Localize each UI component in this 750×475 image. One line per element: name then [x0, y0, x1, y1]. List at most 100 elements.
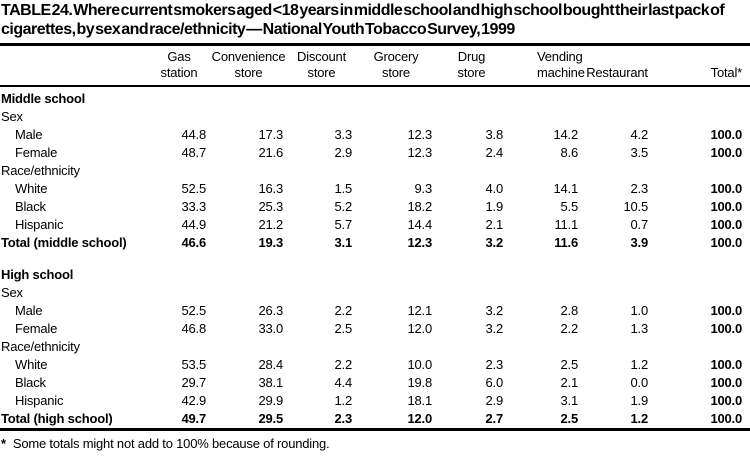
row-label: Male [15, 303, 43, 318]
cell-total: 100.0 [710, 181, 742, 196]
cell-gas-station: 49.7 [181, 411, 206, 426]
table-row: Black 29.7 38.1 4.4 19.8 6.0 2.1 0.0 100.0 [0, 374, 750, 392]
cell-vending-machine [507, 266, 582, 284]
cell-discount-store: 2.5 [334, 321, 353, 336]
cell-vending-machine [507, 338, 582, 356]
cell-discount-store [287, 266, 356, 284]
cell-drug-store: 3.8 [485, 127, 504, 142]
cell-discount-store [287, 338, 356, 356]
cell-drug-store [436, 108, 507, 126]
cell-convenience-store: 21.2 [258, 217, 283, 232]
cell-gas-station: 44.9 [181, 217, 206, 232]
cell-discount-store: 2.2 [334, 357, 353, 372]
table-row: Race/ethnicity [0, 338, 750, 356]
cell-discount-store: 5.2 [334, 199, 353, 214]
row-label: Male [15, 127, 43, 142]
cell-gas-station: 33.3 [181, 199, 206, 214]
table-row: White 52.5 16.3 1.5 9.3 4.0 14.1 2.3 100.0 [0, 180, 750, 198]
cell-drug-store: 6.0 [485, 375, 504, 390]
cell-convenience-store: 21.6 [258, 145, 283, 160]
cell-total: 100.0 [710, 127, 742, 142]
row-label: Total (middle school) [1, 235, 127, 250]
cell-gas-station [148, 162, 210, 180]
footnote: * Some totals might not add to 100% becau… [0, 431, 750, 451]
table-row: Male 52.5 26.3 2.2 12.1 3.2 2.8 1.0 100.0 [0, 302, 750, 320]
cell-convenience-store: 26.3 [258, 303, 283, 318]
cell-restaurant: 3.5 [630, 145, 649, 160]
cell-vending-machine: 8.6 [560, 145, 579, 160]
cell-drug-store [436, 266, 507, 284]
cell-convenience-store: 33.0 [258, 321, 283, 336]
cell-grocery-store: 12.0 [407, 411, 432, 426]
cell-total [652, 86, 750, 108]
table-title: TABLE 24. Where current smokers aged <18… [1, 2, 725, 38]
cell-grocery-store: 12.3 [407, 235, 432, 250]
cell-restaurant [582, 86, 652, 108]
table-row: Sex [0, 284, 750, 302]
cell-discount-store [287, 86, 356, 108]
column-header-discount-store: Discount store [287, 44, 356, 87]
cell-grocery-store: 18.1 [407, 393, 432, 408]
cell-vending-machine: 11.1 [554, 217, 578, 232]
table-row: Total (high school) 49.7 29.5 2.3 12.0 2.7 2.5… [0, 410, 750, 430]
column-header-convenience-store: Convenience store [210, 44, 287, 87]
column-header-grocery-store: Grocery store [356, 44, 436, 87]
cell-convenience-store: 29.5 [258, 411, 283, 426]
row-label: Race/ethnicity [1, 163, 80, 178]
cell-total [652, 284, 750, 302]
cell-restaurant: 1.3 [630, 321, 649, 336]
table-row: Male 44.8 17.3 3.3 12.3 3.8 14.2 4.2 100.0 [0, 126, 750, 144]
cell-vending-machine [507, 108, 582, 126]
cell-grocery-store [356, 266, 436, 284]
cell-total: 100.0 [710, 411, 742, 426]
cell-grocery-store: 12.3 [407, 145, 432, 160]
cell-discount-store: 2.9 [334, 145, 353, 160]
cell-vending-machine: 2.5 [560, 357, 579, 372]
cell-vending-machine: 2.1 [560, 375, 579, 390]
cell-vending-machine: 5.5 [560, 199, 579, 214]
cell-discount-store: 5.7 [334, 217, 353, 232]
cell-discount-store [287, 108, 356, 126]
cell-grocery-store [356, 86, 436, 108]
row-label: Female [15, 145, 58, 160]
cell-restaurant: 1.9 [630, 393, 649, 408]
cell-convenience-store: 19.3 [258, 235, 283, 250]
cell-drug-store [436, 162, 507, 180]
cell-grocery-store: 12.3 [407, 127, 432, 142]
column-header-vending-machine: Vending machine [507, 44, 585, 87]
cell-restaurant: 1.0 [630, 303, 649, 318]
row-label: Female [15, 321, 58, 336]
table-row: Race/ethnicity [0, 162, 750, 180]
cell-gas-station [148, 266, 210, 284]
cell-gas-station [148, 86, 210, 108]
cell-convenience-store [210, 284, 287, 302]
cell-total: 100.0 [710, 217, 742, 232]
table-row: Hispanic 42.9 29.9 1.2 18.1 2.9 3.1 1.9 100.0 [0, 392, 750, 410]
row-label: Race/ethnicity [1, 339, 80, 354]
cell-restaurant: 0.7 [630, 217, 649, 232]
cell-total: 100.0 [710, 235, 742, 250]
table-row: High school [0, 266, 750, 284]
cell-restaurant: 4.2 [630, 127, 649, 142]
cell-convenience-store: 25.3 [258, 199, 283, 214]
cell-convenience-store: 17.3 [258, 127, 283, 142]
cell-gas-station [148, 108, 210, 126]
cell-drug-store: 3.2 [485, 235, 504, 250]
cell-vending-machine [507, 162, 582, 180]
header-row: Gas station Convenience store Discount sto… [0, 44, 750, 87]
cell-discount-store: 3.3 [334, 127, 353, 142]
cell-convenience-store [210, 338, 287, 356]
cell-drug-store: 1.9 [485, 199, 504, 214]
cell-grocery-store [356, 162, 436, 180]
cell-total [652, 108, 750, 126]
cell-gas-station: 46.8 [181, 321, 206, 336]
cell-discount-store: 2.2 [334, 303, 353, 318]
cell-gas-station: 46.6 [181, 235, 206, 250]
spacer-row [0, 252, 750, 266]
cell-vending-machine: 2.2 [560, 321, 579, 336]
cell-restaurant: 3.9 [630, 235, 649, 250]
cell-gas-station: 42.9 [181, 393, 206, 408]
cell-convenience-store [210, 162, 287, 180]
table-row: White 53.5 28.4 2.2 10.0 2.3 2.5 1.2 100.0 [0, 356, 750, 374]
